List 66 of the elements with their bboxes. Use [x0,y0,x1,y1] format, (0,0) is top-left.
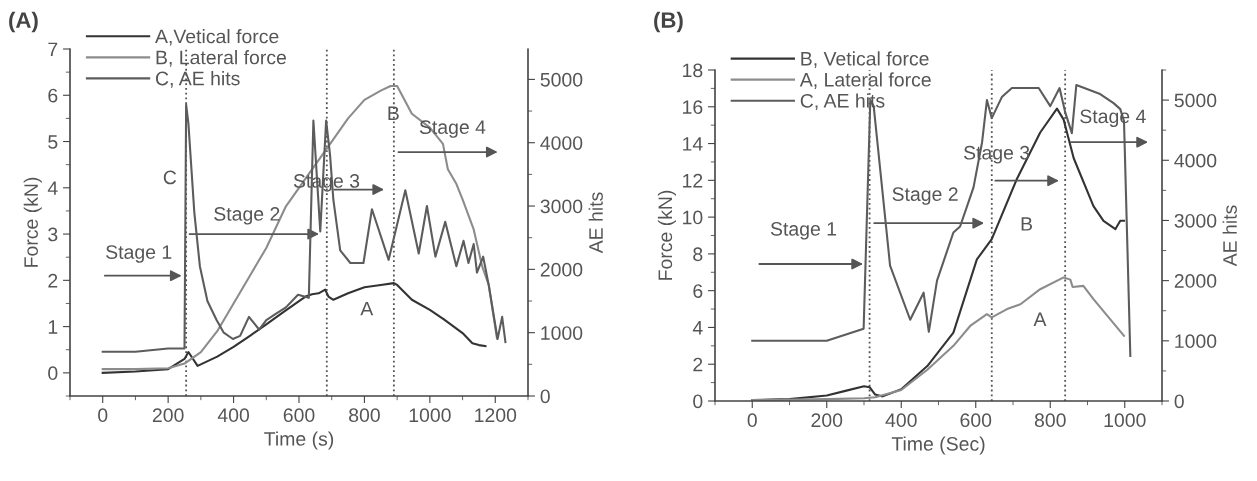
y-axis-title: Force (kN) [23,177,42,267]
y-tick-label: 7 [48,42,58,57]
legend-label: B, Lateral force [156,50,286,67]
y-tick-label: 18 [683,63,703,78]
x-tick-label: 600 [960,413,992,428]
y-tick-label: 0 [48,366,58,381]
x-tick-label: 0 [747,413,757,428]
x-tick-label: 400 [885,413,917,428]
y-tick-label: 2 [693,357,703,372]
y-tick-label: 4 [47,181,58,195]
annotation: Stage 1 [106,245,172,263]
y-axis-title: Force (kN) [657,190,676,280]
x-tick-label: 0 [98,408,108,423]
annotation: A [1033,312,1047,326]
annotation: C [163,170,177,185]
y-tick-label: 5 [48,135,58,149]
y-tick-label: 12 [683,173,703,188]
y2-tick-label: 2000 [540,262,583,277]
legend-label: A, Lateral force [799,72,931,89]
y2-tick-label: 2000 [1174,274,1217,288]
y2-tick-label: 1000 [1175,334,1217,349]
legend-label: B, Vetical force [801,51,929,68]
x-tick-label: 1000 [1104,413,1146,428]
annotation: Stage 2 [214,207,280,225]
annotation: Stage 2 [892,187,958,205]
legend-label: C, AE hits [155,71,240,88]
chart-title: (B) [654,11,683,33]
y2-tick-label: 0 [1174,394,1184,409]
legend-label: A,Vetical force [155,29,279,46]
y2-tick-label: 4000 [540,136,583,150]
y-tick-label: 1 [48,320,58,334]
y2-tick-label: 3000 [540,199,583,214]
y-tick-label: 10 [683,210,703,225]
x-tick-label: 800 [1034,413,1066,428]
x-tick-label: 400 [217,408,250,423]
x-axis-title: Time (s) [264,431,334,450]
y2-tick-label: 3000 [1174,213,1217,228]
x-tick-label: 200 [152,408,184,423]
y-tick-label: 14 [683,137,703,151]
annotation: A [360,301,374,316]
x-axis-title: Time (Sec) [891,436,985,455]
x-tick-label: 600 [283,408,315,423]
annotation: Stage 1 [770,221,837,240]
x-tick-label: 800 [349,408,380,423]
legend-label: C, AE hits [800,93,885,110]
y2-tick-label: 1000 [541,326,583,340]
x-tick-label: 1200 [475,408,517,423]
y-tick-label: 16 [683,100,703,115]
annotation: B [1021,217,1033,231]
annotation: B [388,106,399,120]
x-tick-label: 1000 [409,408,451,423]
y-tick-label: 4 [692,321,703,335]
y2-tick-label: 5000 [1174,93,1217,108]
y-tick-label: 2 [48,273,58,288]
y2-tick-label: 0 [540,389,550,404]
y2-axis-title: AE hits [588,192,603,254]
y2-axis-title: AE hits [1222,205,1237,267]
y2-tick-label: 5000 [540,72,583,87]
y-tick-label: 0 [693,394,703,409]
y-tick-label: 6 [693,284,703,298]
y-tick-label: 3 [48,227,58,242]
y-tick-label: 6 [48,88,58,103]
y-tick-label: 8 [693,247,703,262]
x-tick-label: 200 [811,413,843,428]
chart-title: (A) [9,11,38,33]
y2-tick-label: 4000 [1174,153,1217,168]
